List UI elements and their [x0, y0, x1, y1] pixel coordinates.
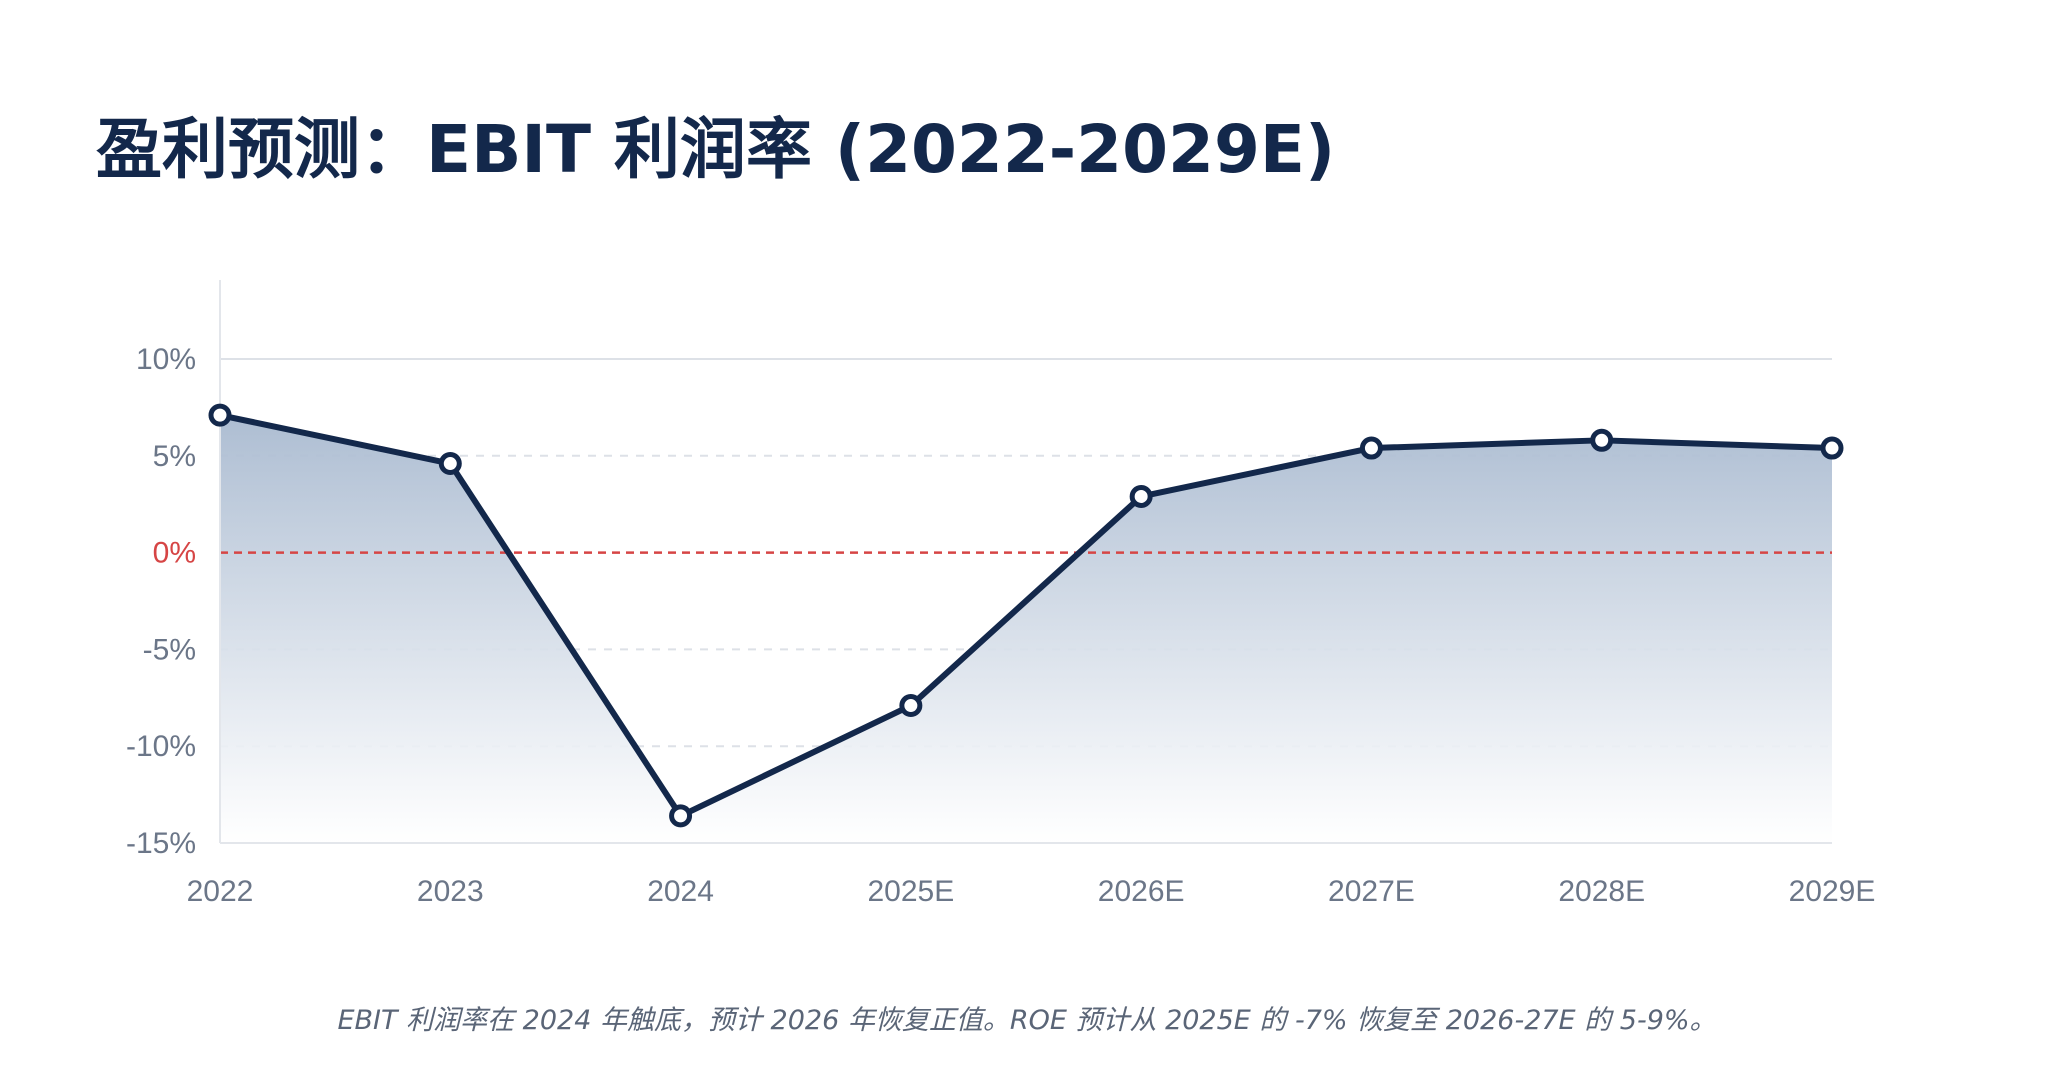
area-fill [220, 415, 1832, 843]
data-point-2028e [1590, 428, 1614, 452]
x-tick-label: 2027E [1328, 875, 1415, 908]
data-point-2024 [669, 804, 693, 828]
y-tick-labels: 10% 5% 0% -5% -10% -15% [126, 343, 196, 860]
data-point-2029e [1820, 436, 1844, 460]
data-point-2022 [208, 403, 232, 427]
y-tick-label: -10% [126, 730, 196, 763]
y-tick-label: 10% [136, 343, 196, 376]
data-point-2023 [438, 452, 462, 476]
axis-layer [219, 280, 1832, 844]
area-layer [220, 415, 1832, 843]
chart-caption: EBIT 利润率在 2024 年触底，预计 2026 年恢复正值。ROE 预计从… [337, 1005, 1717, 1036]
data-point-2027e [1359, 436, 1383, 460]
y-tick-label: 0% [153, 537, 196, 570]
page-title: 盈利预测：EBIT 利润率 (2022-2029E) [96, 111, 1336, 188]
y-tick-label: -5% [143, 633, 196, 666]
x-tick-label: 2022 [187, 875, 254, 908]
x-tick-labels: 2022 2023 2024 2025E 2026E 2027E 2028E 2029E [187, 875, 1876, 908]
x-tick-label: 2024 [647, 875, 714, 908]
x-tick-label: 2026E [1098, 875, 1185, 908]
y-tick-label: 5% [153, 440, 196, 473]
data-point-2025e [899, 694, 923, 718]
x-tick-label: 2029E [1789, 875, 1876, 908]
x-tick-label: 2023 [417, 875, 484, 908]
point-layer [208, 403, 1844, 828]
series-line [217, 412, 1835, 819]
y-tick-label: -15% [126, 827, 196, 860]
data-point-2026e [1129, 484, 1153, 508]
x-tick-label: 2025E [867, 875, 954, 908]
line-layer [217, 412, 1835, 819]
x-tick-label: 2028E [1558, 875, 1645, 908]
